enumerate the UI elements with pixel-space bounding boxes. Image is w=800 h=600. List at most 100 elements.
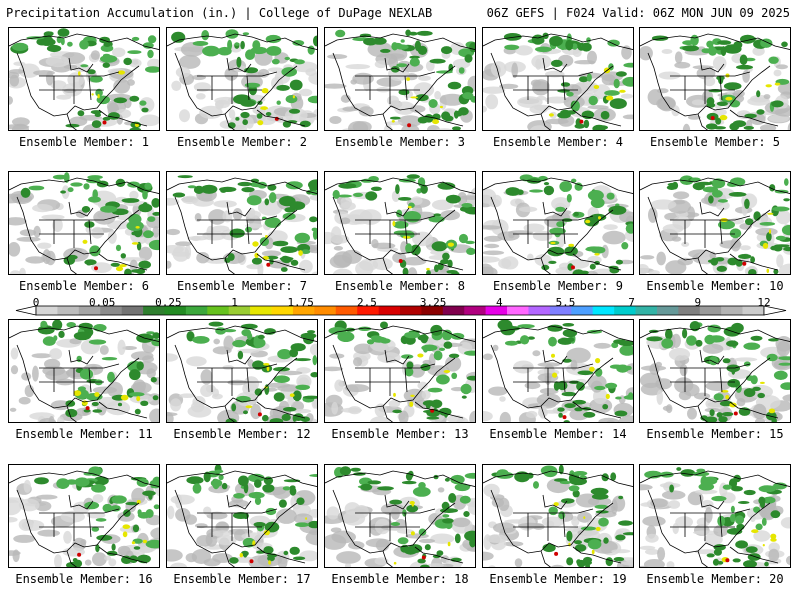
colorbar-swatch [442,306,465,315]
colorbar-max-arrow [763,305,787,316]
colorbar-swatch [656,306,679,315]
ensemble-member-label: Ensemble Member: 17 [173,572,311,586]
precip-map-graphic [9,465,159,567]
colorbar-tick-label: 12 [757,296,771,309]
colorbar-swatch [528,306,551,315]
ensemble-member-label: Ensemble Member: 3 [334,135,466,149]
ensemble-member-map [639,464,791,568]
ensemble-member-label: Ensemble Member: 1 [18,135,150,149]
ensemble-member-map [324,464,476,568]
ensemble-member-map [324,171,476,275]
colorbar-tick-label: 1.75 [287,296,314,309]
ensemble-member-map [639,171,791,275]
colorbar-tick-label: 0.25 [155,296,182,309]
colorbar-swatch [485,306,508,315]
colorbar-tick-label: 0 [32,296,40,309]
colorbar-swatch [78,306,101,315]
colorbar-tick-label: 7 [628,296,635,309]
ensemble-member-map [8,171,160,275]
colorbar-swatch [699,306,722,315]
precip-map-graphic [325,320,475,422]
colorbar-swatch [635,306,658,315]
precip-map-graphic [9,28,159,130]
precip-map-graphic [483,172,633,274]
ensemble-member-map [166,171,318,275]
colorbar-swatch [421,306,444,315]
ensemble-member-label: Ensemble Member: 11 [15,427,153,441]
ensemble-member-label: Ensemble Member: 10 [646,279,784,293]
ensemble-member-map [166,464,318,568]
precip-map-graphic [325,465,475,567]
precip-map-graphic [483,28,633,130]
ensemble-member-map [324,27,476,131]
ensemble-member-map [8,319,160,423]
precip-map-graphic [167,320,317,422]
precip-colorbar [15,305,787,316]
colorbar-swatch [121,306,144,315]
ensemble-member-map [482,171,634,275]
colorbar-swatch [292,306,315,315]
model-run-info: 06Z GEFS | F024 Valid: 06Z MON JUN 09 20… [486,6,790,20]
ensemble-member-map [639,319,791,423]
colorbar-swatch [100,306,122,315]
colorbar-swatch [271,306,294,315]
precip-map-graphic [640,465,790,567]
ensemble-member-label: Ensemble Member: 13 [331,427,469,441]
ensemble-member-label: Ensemble Member: 4 [492,135,624,149]
precip-map-graphic [640,28,790,130]
colorbar-swatch [57,306,80,315]
ensemble-member-map [482,27,634,131]
colorbar-tick-label: 2.5 [356,296,377,309]
colorbar-swatch [228,306,251,315]
colorbar-swatch [36,306,58,315]
colorbar-swatch [164,306,187,315]
precip-map-graphic [640,320,790,422]
precip-map-graphic [325,172,475,274]
colorbar-tick-label: 1 [231,296,238,309]
colorbar-swatch [314,306,337,315]
ensemble-member-label: Ensemble Member: 15 [646,427,784,441]
colorbar-swatch [207,306,229,315]
precip-map-graphic [167,172,317,274]
ensemble-member-map [482,464,634,568]
colorbar-swatch [464,306,486,315]
colorbar-tick-label: 4 [495,296,503,309]
colorbar-tick-label: 5.5 [555,296,576,309]
colorbar-tick-label: 9 [694,296,702,309]
colorbar-swatch [678,306,701,315]
ensemble-member-label: Ensemble Member: 20 [646,572,784,586]
colorbar-swatch [143,306,165,315]
product-title: Precipitation Accumulation (in.) | Colle… [6,6,433,20]
ensemble-member-label: Ensemble Member: 8 [334,279,466,293]
colorbar-tick-label: 0.05 [88,296,116,309]
colorbar-swatch [400,306,422,315]
colorbar-swatch [721,306,743,315]
ensemble-member-label: Ensemble Member: 9 [492,279,624,293]
ensemble-member-map [166,27,318,131]
colorbar-swatch [571,306,593,315]
ensemble-member-label: Ensemble Member: 2 [176,135,308,149]
precip-map-graphic [9,320,159,422]
precip-map-graphic [483,320,633,422]
colorbar-swatch [507,306,529,315]
ensemble-member-label: Ensemble Member: 5 [649,135,781,149]
ensemble-member-label: Ensemble Member: 18 [331,572,469,586]
ensemble-member-label: Ensemble Member: 14 [489,427,627,441]
colorbar-swatch [592,306,615,315]
ensemble-member-map [639,27,791,131]
precip-map-graphic [167,28,317,130]
precip-map-graphic [483,465,633,567]
colorbar-swatch [250,306,272,315]
ensemble-member-label: Ensemble Member: 7 [176,279,308,293]
colorbar-swatch [357,306,379,315]
precip-map-graphic [640,172,790,274]
ensemble-member-label: Ensemble Member: 12 [173,427,311,441]
colorbar-tick-label: 3.25 [419,296,447,309]
ensemble-member-map [8,464,160,568]
colorbar-swatch [335,306,358,315]
ensemble-member-map [482,319,634,423]
colorbar-swatch [549,306,572,315]
colorbar-swatch [185,306,208,315]
colorbar-swatch [614,306,636,315]
ensemble-member-map [166,319,318,423]
